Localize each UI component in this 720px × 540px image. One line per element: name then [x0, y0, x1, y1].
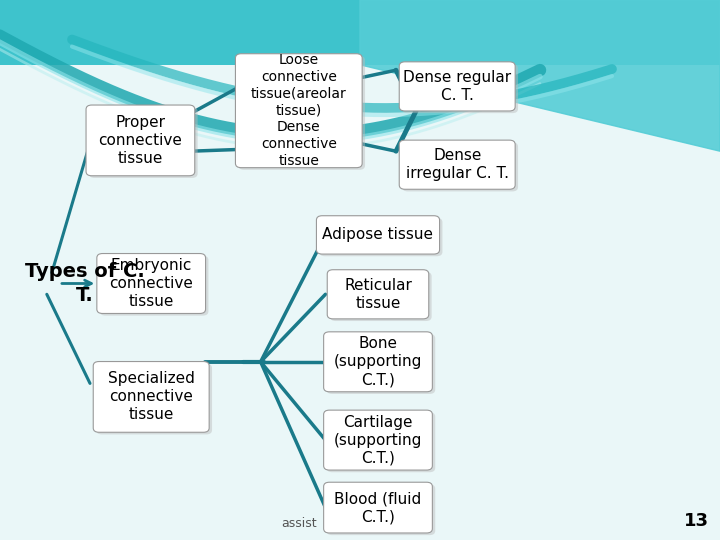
FancyBboxPatch shape — [327, 269, 429, 319]
FancyBboxPatch shape — [317, 215, 440, 254]
FancyBboxPatch shape — [324, 332, 432, 392]
Polygon shape — [360, 0, 720, 151]
Text: Loose
connective
tissue(areolar
tissue)
Dense
connective
tissue: Loose connective tissue(areolar tissue) … — [251, 53, 346, 168]
FancyBboxPatch shape — [327, 334, 435, 394]
Text: Dense
irregular C. T.: Dense irregular C. T. — [405, 148, 509, 181]
Text: 13: 13 — [684, 512, 709, 530]
FancyBboxPatch shape — [402, 64, 518, 113]
Text: Embryonic
connective
tissue: Embryonic connective tissue — [109, 258, 193, 309]
Text: Bone
(supporting
C.T.): Bone (supporting C.T.) — [334, 336, 422, 387]
FancyBboxPatch shape — [94, 362, 209, 432]
Text: Cartilage
(supporting
C.T.): Cartilage (supporting C.T.) — [334, 415, 422, 465]
FancyBboxPatch shape — [89, 107, 197, 178]
Text: Dense regular
C. T.: Dense regular C. T. — [403, 70, 511, 103]
Text: Adipose tissue: Adipose tissue — [323, 227, 433, 242]
FancyBboxPatch shape — [399, 62, 516, 111]
FancyBboxPatch shape — [330, 272, 432, 321]
FancyBboxPatch shape — [96, 364, 212, 434]
FancyBboxPatch shape — [86, 105, 194, 176]
FancyBboxPatch shape — [96, 254, 206, 313]
FancyBboxPatch shape — [320, 218, 442, 256]
Text: Types of C.
T.: Types of C. T. — [25, 262, 145, 305]
Text: Blood (fluid
C.T.): Blood (fluid C.T.) — [334, 491, 422, 524]
FancyBboxPatch shape — [324, 482, 432, 533]
Bar — [0, 0, 720, 65]
FancyBboxPatch shape — [235, 53, 362, 167]
FancyBboxPatch shape — [238, 56, 365, 170]
FancyBboxPatch shape — [399, 140, 516, 190]
FancyBboxPatch shape — [327, 413, 435, 472]
Text: Proper
connective
tissue: Proper connective tissue — [99, 115, 182, 166]
FancyBboxPatch shape — [324, 410, 432, 470]
FancyBboxPatch shape — [402, 142, 518, 192]
Text: assist: assist — [281, 517, 317, 530]
FancyBboxPatch shape — [99, 255, 209, 315]
Text: Reticular
tissue: Reticular tissue — [344, 278, 412, 311]
Text: Specialized
connective
tissue: Specialized connective tissue — [108, 372, 194, 422]
FancyBboxPatch shape — [327, 484, 435, 535]
